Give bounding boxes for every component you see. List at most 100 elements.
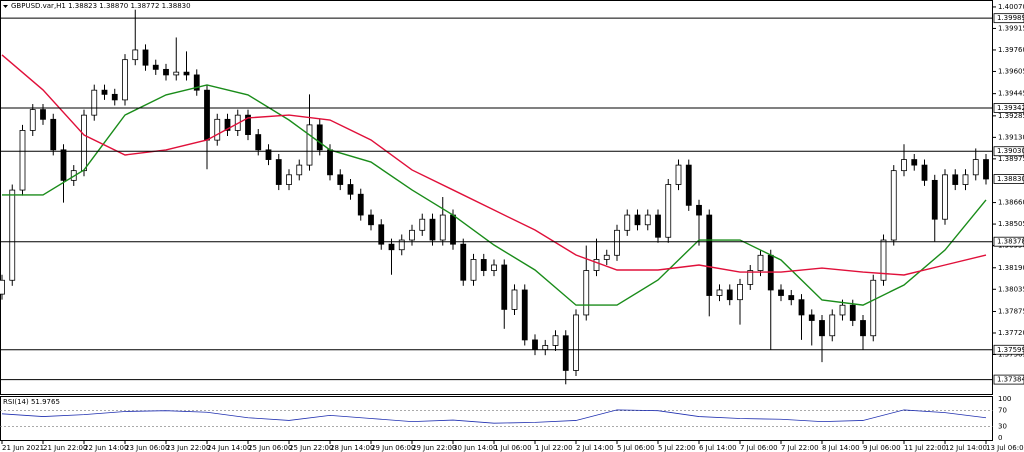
level-label-box: [993, 236, 1024, 247]
candle-body: [737, 284, 743, 301]
menu-icon: [3, 5, 8, 8]
level-label: 1.39989: [997, 14, 1024, 22]
candle-body: [921, 164, 928, 181]
candle-body: [450, 214, 456, 245]
candle-body: [942, 174, 948, 220]
y-tick-label: 1.39915: [998, 24, 1024, 32]
level-label: 1.38378: [997, 238, 1024, 246]
x-tick-label: 6 Jul 14:00: [699, 444, 737, 452]
candle-body: [747, 270, 754, 285]
candle-body: [644, 214, 651, 226]
x-tick-label: 9 Jul 06:00: [863, 444, 901, 452]
candle-body: [634, 214, 641, 226]
y-tick-label: 1.40070: [998, 3, 1024, 11]
x-tick-label: 25 Jun 22:00: [289, 444, 333, 452]
candle-body: [716, 289, 723, 296]
candle-body: [593, 259, 600, 271]
candle-body: [562, 335, 569, 371]
candle-body: [388, 243, 395, 251]
x-tick-label: 28 Jun 14:00: [330, 444, 374, 452]
candle-body: [665, 184, 672, 238]
candle-body: [29, 109, 36, 131]
candle-body: [675, 164, 682, 185]
candle-body: [573, 314, 579, 371]
candle-body: [306, 124, 313, 166]
x-tick-label: 2 Jul 14:00: [576, 444, 614, 452]
candle-body: [778, 289, 784, 296]
level-label-box: [993, 146, 1024, 157]
level-label: 1.39342: [997, 104, 1024, 112]
candle-body: [470, 259, 477, 281]
x-tick-label: 13 Jul 06:00: [986, 444, 1024, 452]
candle-body: [819, 320, 825, 337]
candle-body: [849, 304, 856, 321]
candle-body: [501, 264, 508, 310]
candle-body: [368, 214, 374, 226]
candle-body: [296, 164, 303, 176]
candle-body: [409, 229, 415, 241]
candle-body: [901, 159, 907, 172]
level-label-box: [993, 344, 1024, 355]
candle-body: [788, 295, 795, 301]
x-tick-label: 11 Jul 22:00: [904, 444, 946, 452]
x-tick-label: 8 Jul 14:00: [822, 444, 860, 452]
candle-body: [91, 89, 98, 116]
candle-body: [193, 74, 200, 91]
candle-body: [962, 174, 969, 185]
level-label: 1.37599: [997, 346, 1024, 354]
candle-body: [511, 289, 518, 310]
candle-body: [152, 64, 159, 70]
rsi-tick-label: 70: [998, 407, 1007, 415]
candle-body: [972, 159, 979, 176]
candle-body: [583, 270, 590, 316]
current-price-box: [993, 174, 1024, 184]
candle-body: [173, 71, 180, 76]
candle-body: [337, 174, 344, 185]
candle-body: [419, 218, 426, 231]
candle-body: [40, 109, 46, 120]
x-tick-label: 30 Jun 14:00: [453, 444, 497, 452]
candle-body: [798, 299, 805, 316]
moving-average: [1, 54, 987, 276]
x-tick-label: 22 Jun 14:00: [84, 444, 128, 452]
x-tick-label: 24 Jun 14:00: [207, 444, 251, 452]
candle-body: [860, 320, 866, 337]
candle-body: [603, 254, 610, 260]
x-tick-label: 23 Jun 06:00: [125, 444, 169, 452]
x-tick-label: 21 Jun 2021: [2, 444, 44, 452]
x-tick-label: 12 Jul 14:00: [945, 444, 987, 452]
candle-body: [183, 71, 190, 76]
candle-body: [839, 304, 846, 316]
candle-body: [327, 149, 333, 176]
candle-body: [245, 114, 251, 135]
rsi-tick-label: 100: [998, 395, 1011, 403]
candle-body: [60, 149, 67, 181]
x-tick-label: 5 Jul 06:00: [617, 444, 655, 452]
candle-body: [0, 279, 5, 295]
candle-body: [480, 259, 487, 271]
y-tick-label: 1.39285: [998, 112, 1024, 120]
candle-body: [624, 214, 631, 231]
candle-body: [9, 189, 16, 281]
candle-body: [255, 134, 262, 151]
candle-body: [111, 93, 118, 101]
y-tick-label: 1.38035: [998, 285, 1024, 293]
candle-body: [880, 239, 887, 281]
candle-body: [706, 214, 713, 296]
candle-body: [265, 149, 272, 160]
candle-body: [357, 193, 364, 216]
candle-body: [19, 130, 26, 191]
level-label: 1.37384: [997, 376, 1024, 384]
y-tick-label: 1.39605: [998, 67, 1024, 75]
y-tick-label: 1.38660: [998, 199, 1024, 207]
y-tick-label: 1.37875: [998, 307, 1024, 315]
candle-body: [829, 314, 836, 337]
candle-body: [224, 118, 231, 131]
candle-body: [429, 218, 436, 241]
y-tick-label: 1.38190: [998, 264, 1024, 272]
candle-body: [142, 49, 149, 66]
candle-body: [952, 174, 959, 185]
candle-body: [214, 118, 221, 141]
y-tick-label: 1.39130: [998, 133, 1024, 141]
candle-body: [50, 118, 57, 151]
